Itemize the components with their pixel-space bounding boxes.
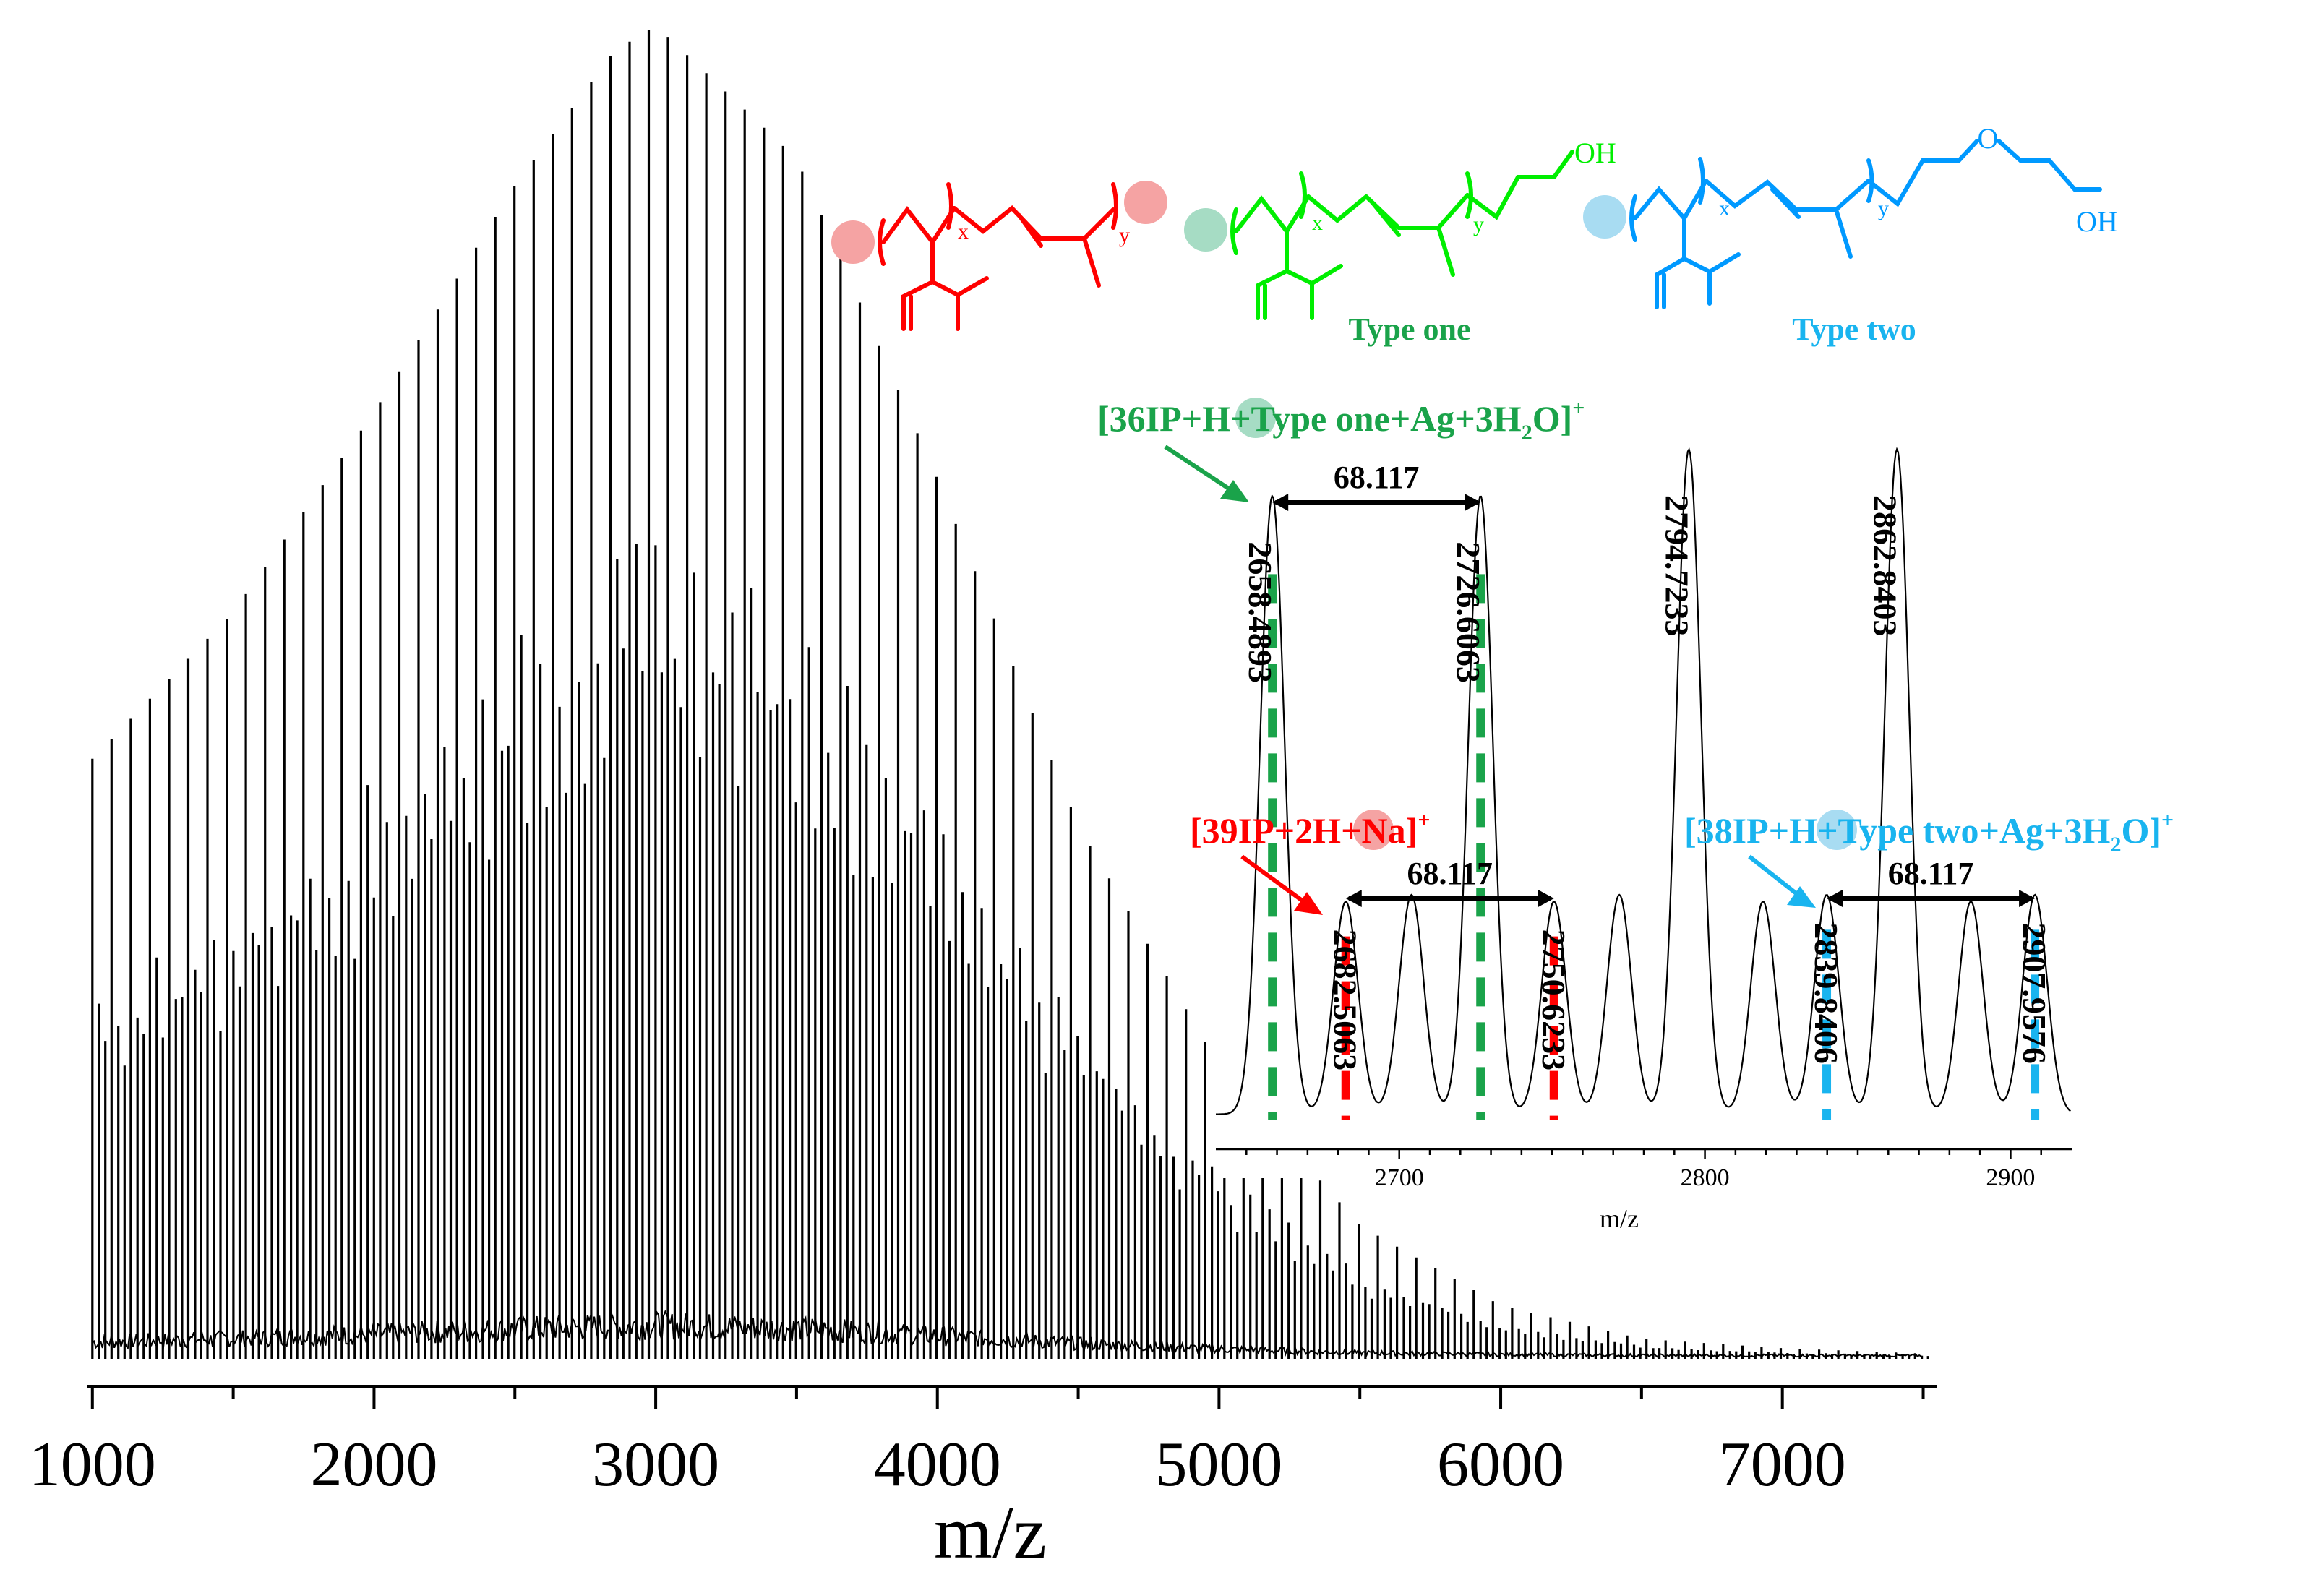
inset-spacing-label: 68.117 — [1888, 856, 1974, 891]
inset-spacing-arrowhead — [1827, 890, 1843, 907]
type-one-label: Type one — [1348, 312, 1470, 347]
ip-pointer-head — [1294, 892, 1323, 915]
structure-ip: x y — [831, 181, 1167, 331]
type-one-subscript-x: x — [1312, 211, 1323, 235]
inset-peak-label: 2862.8403 — [1866, 495, 1903, 637]
inset-peak-label: 2750.6233 — [1535, 929, 1572, 1071]
type-two-skeleton — [1629, 139, 2102, 309]
inset-spectrum-trace — [1216, 447, 2071, 1115]
type-two-subscript-y: y — [1878, 197, 1889, 220]
main-x-tick-label: 7000 — [1719, 1430, 1846, 1500]
ip-assignment-label: [39IP+2H+Na]+ — [1190, 808, 1430, 851]
main-spectrum-peaks — [91, 30, 1929, 1359]
type-two-pointer-head — [1787, 886, 1816, 908]
main-x-axis-title: m/z — [934, 1491, 1047, 1574]
type-one-end-dot — [1184, 208, 1227, 252]
structure-type-one: x y OH Type one — [1184, 137, 1616, 347]
inset-peak-label: 2794.7233 — [1658, 495, 1695, 637]
inset-spacing-arrowhead — [2019, 890, 2036, 907]
inset-peak-markers — [1268, 574, 2040, 1120]
inset-spacing-arrowhead — [1272, 494, 1289, 511]
main-chart: 1000 2000 3000 4000 5000 6000 7000 m/z — [29, 30, 1937, 1574]
type-two-assignment-label: [38IP+H+Type two+Ag+3H2O]+ — [1684, 808, 2174, 856]
structure-type-two: x y O OH Type two — [1583, 122, 2118, 347]
assignment-ip: [39IP+2H+Na]+ — [1190, 808, 1430, 915]
inset-x-axis-ticks: 2700 2800 2900 — [1245, 1149, 2042, 1191]
main-x-tick-label: 6000 — [1437, 1430, 1564, 1500]
inset-peak-label: 2726.6063 — [1450, 541, 1487, 683]
main-x-axis-ticks: 1000 2000 3000 4000 5000 6000 7000 — [29, 1386, 1925, 1500]
ip-skeleton — [878, 182, 1118, 331]
type-two-ether-oxygen: O — [1978, 122, 1999, 155]
inset-spacing-arrows: 68.117 68.117 68.117 — [1272, 460, 2036, 907]
inset-peak-label: 2658.4893 — [1242, 541, 1279, 683]
inset-spacing-arrowhead — [1465, 494, 1481, 511]
inset-x-tick-label: 2800 — [1681, 1164, 1730, 1191]
type-one-end-group: OH — [1574, 137, 1616, 169]
main-x-tick-label: 5000 — [1155, 1430, 1282, 1500]
ip-end-dot-right — [1124, 181, 1167, 224]
type-two-h-highlight — [1817, 810, 1857, 850]
inset-spacing-arrowhead — [1538, 890, 1554, 907]
inset-spacing-arrowhead — [1345, 890, 1362, 907]
ip-end-dot-left — [831, 220, 875, 264]
main-x-tick-label: 2000 — [310, 1430, 437, 1500]
type-two-subscript-x: x — [1719, 197, 1730, 220]
inset-spacing-label: 68.117 — [1407, 856, 1493, 891]
inset-peak-label: 2907.9576 — [2016, 922, 2053, 1064]
inset-x-tick-label: 2700 — [1375, 1164, 1424, 1191]
inset-x-tick-label: 2900 — [1986, 1164, 2035, 1191]
inset-spacing-label: 68.117 — [1334, 460, 1420, 495]
type-two-end-dot — [1583, 195, 1626, 239]
inset-peak-labels: 2658.4893 2682.5063 2726.6063 2750.6233 2794… — [1242, 495, 2053, 1070]
ip-subscript-x: x — [958, 220, 969, 244]
type-one-pointer-head — [1220, 480, 1249, 502]
inset-x-axis-title: m/z — [1600, 1204, 1639, 1233]
main-x-tick-label: 4000 — [874, 1430, 1001, 1500]
type-two-label: Type two — [1792, 312, 1916, 347]
inset-background — [1216, 448, 2072, 1178]
assignment-type-one: [36IP+H+Type one+Ag+3H2O]+ — [1097, 396, 1585, 502]
main-x-tick-label: 1000 — [29, 1430, 156, 1500]
inset-peak-label: 2682.5063 — [1327, 929, 1364, 1071]
main-spectrum-peak-lines — [91, 30, 1929, 1359]
ip-h-highlight — [1353, 810, 1394, 850]
assignment-type-two: [38IP+H+Type two+Ag+3H2O]+ — [1684, 808, 2174, 908]
type-one-assignment-label: [36IP+H+Type one+Ag+3H2O]+ — [1097, 396, 1585, 445]
type-one-subscript-y: y — [1473, 212, 1484, 236]
type-two-end-group: OH — [2076, 205, 2118, 238]
inset-peak-label: 2839.8406 — [1808, 922, 1845, 1064]
main-x-tick-label: 3000 — [592, 1430, 719, 1500]
ip-subscript-y: y — [1119, 223, 1130, 247]
type-one-h-highlight — [1235, 398, 1276, 438]
type-one-skeleton — [1230, 150, 1574, 320]
inset-chart: 2700 2800 2900 m/z 2658.4893 2682.5063 2726.… — [1216, 447, 2072, 1233]
